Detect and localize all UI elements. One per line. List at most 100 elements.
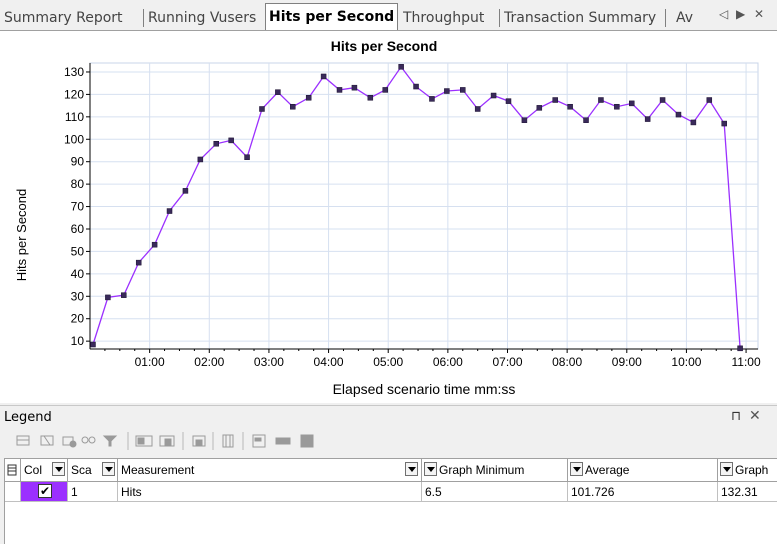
col-header-measurement[interactable]: Measurement (118, 459, 422, 481)
row-selector[interactable] (5, 482, 21, 502)
data-point[interactable] (135, 259, 142, 266)
show-all-icon[interactable] (16, 435, 30, 446)
col-header-scale[interactable]: Sca (68, 459, 118, 481)
data-point[interactable] (105, 294, 111, 301)
configure-icon[interactable] (135, 435, 153, 447)
data-point[interactable] (382, 87, 388, 93)
chevron-down-icon[interactable] (102, 462, 115, 476)
data-point[interactable] (614, 103, 620, 110)
data-point[interactable] (644, 116, 651, 122)
series-hits (90, 64, 743, 352)
data-point[interactable] (490, 92, 497, 99)
chart-title: Hits per Second (331, 38, 438, 54)
sort-icon[interactable] (252, 434, 266, 448)
col-header-graph-minimum[interactable]: Graph Minimum (422, 459, 568, 481)
tab-transaction-summary[interactable]: Transaction Summary (504, 10, 657, 26)
data-point[interactable] (336, 87, 343, 93)
col-header-graph-minimum-label: Graph Minimum (439, 463, 525, 477)
data-point[interactable] (552, 97, 558, 103)
data-point[interactable] (460, 87, 466, 93)
data-point[interactable] (675, 111, 682, 118)
data-point[interactable] (737, 345, 743, 352)
data-point[interactable] (659, 97, 666, 103)
data-point[interactable] (259, 106, 265, 112)
data-point[interactable] (536, 105, 543, 111)
properties-icon[interactable] (159, 435, 175, 447)
data-point[interactable] (244, 154, 250, 160)
tab-separator (499, 9, 500, 27)
data-point[interactable] (197, 156, 204, 163)
data-point[interactable] (567, 103, 573, 110)
x-tick-label: 10:00 (671, 355, 701, 369)
y-tick-label: 90 (71, 155, 85, 169)
data-point[interactable] (320, 73, 327, 80)
col-header-graph-maximum[interactable]: Graph (718, 459, 777, 481)
data-point[interactable] (706, 97, 713, 103)
tab-running-vusers[interactable]: Running Vusers (148, 10, 257, 26)
tab-hits-per-second[interactable]: Hits per Second (265, 3, 399, 30)
tab-throughput[interactable]: Throughput (403, 10, 485, 26)
chevron-down-icon[interactable] (52, 462, 65, 476)
hide-all-icon[interactable] (40, 435, 54, 446)
data-point[interactable] (151, 241, 158, 248)
link-icon[interactable] (81, 436, 96, 444)
scale-cell: 1 (68, 482, 118, 502)
data-point[interactable] (629, 100, 635, 107)
col-header-color[interactable]: Col (21, 459, 68, 481)
collapse-icon[interactable] (275, 437, 291, 445)
chevron-down-icon[interactable] (720, 462, 733, 476)
legend-close-icon[interactable]: ✕ (749, 408, 761, 424)
col-header-average-label: Average (585, 463, 630, 477)
data-point[interactable] (90, 341, 96, 348)
x-tick-label: 07:00 (492, 355, 522, 369)
data-point[interactable] (505, 98, 512, 104)
export-icon[interactable] (300, 434, 314, 448)
filter-icon[interactable] (102, 435, 118, 447)
data-point[interactable] (429, 96, 435, 102)
data-point[interactable] (444, 88, 450, 94)
average-cell: 101.726 (568, 482, 718, 502)
data-point[interactable] (228, 137, 234, 144)
data-point[interactable] (474, 106, 481, 112)
data-point[interactable] (721, 120, 727, 127)
data-point[interactable] (398, 64, 404, 70)
y-tick-label: 100 (64, 132, 84, 146)
y-tick-label: 30 (71, 289, 85, 303)
data-point[interactable] (521, 117, 528, 123)
chevron-down-icon[interactable] (405, 462, 418, 476)
data-point[interactable] (367, 95, 374, 101)
tab-scroll-left-icon[interactable]: ◁ (719, 7, 729, 21)
data-point[interactable] (583, 117, 589, 123)
data-point[interactable] (182, 188, 189, 194)
data-point[interactable] (413, 83, 419, 90)
data-point[interactable] (121, 292, 127, 298)
show-selected-icon[interactable] (62, 436, 77, 448)
row-selector-header[interactable] (5, 459, 21, 481)
y-tick-label: 50 (71, 244, 85, 258)
x-tick-label: 03:00 (254, 355, 284, 369)
hits-per-second-chart[interactable]: Hits per Second 10 20 30 40 50 60 70 80 90 100 110… (0, 31, 777, 403)
data-point[interactable] (690, 119, 697, 126)
plot-area (89, 62, 759, 350)
data-point[interactable] (275, 89, 281, 95)
pin-icon[interactable]: ⊓ (731, 409, 742, 424)
col-header-average[interactable]: Average (568, 459, 718, 481)
tab-average[interactable]: Av (676, 10, 694, 26)
x-tick-label: 08:00 (552, 355, 582, 369)
measurement-cell: Hits (118, 482, 422, 502)
data-point[interactable] (305, 95, 312, 101)
data-point[interactable] (213, 141, 219, 147)
data-point[interactable] (290, 103, 296, 110)
tab-close-icon[interactable]: ✕ (754, 7, 765, 21)
tab-summary-report[interactable]: Summary Report (4, 10, 123, 26)
data-point[interactable] (598, 97, 604, 103)
data-point[interactable] (351, 84, 358, 91)
chevron-down-icon[interactable] (570, 462, 583, 476)
animate-icon[interactable] (192, 435, 206, 447)
visibility-checkbox[interactable]: ✔ (38, 484, 52, 498)
tab-scroll-right-icon[interactable]: ▶ (736, 7, 746, 21)
chevron-down-icon[interactable] (424, 462, 437, 476)
data-point[interactable] (166, 208, 173, 214)
columns-icon[interactable] (222, 434, 234, 448)
table-row[interactable]: 1 Hits 6.5 101.726 132.31 (5, 482, 777, 502)
